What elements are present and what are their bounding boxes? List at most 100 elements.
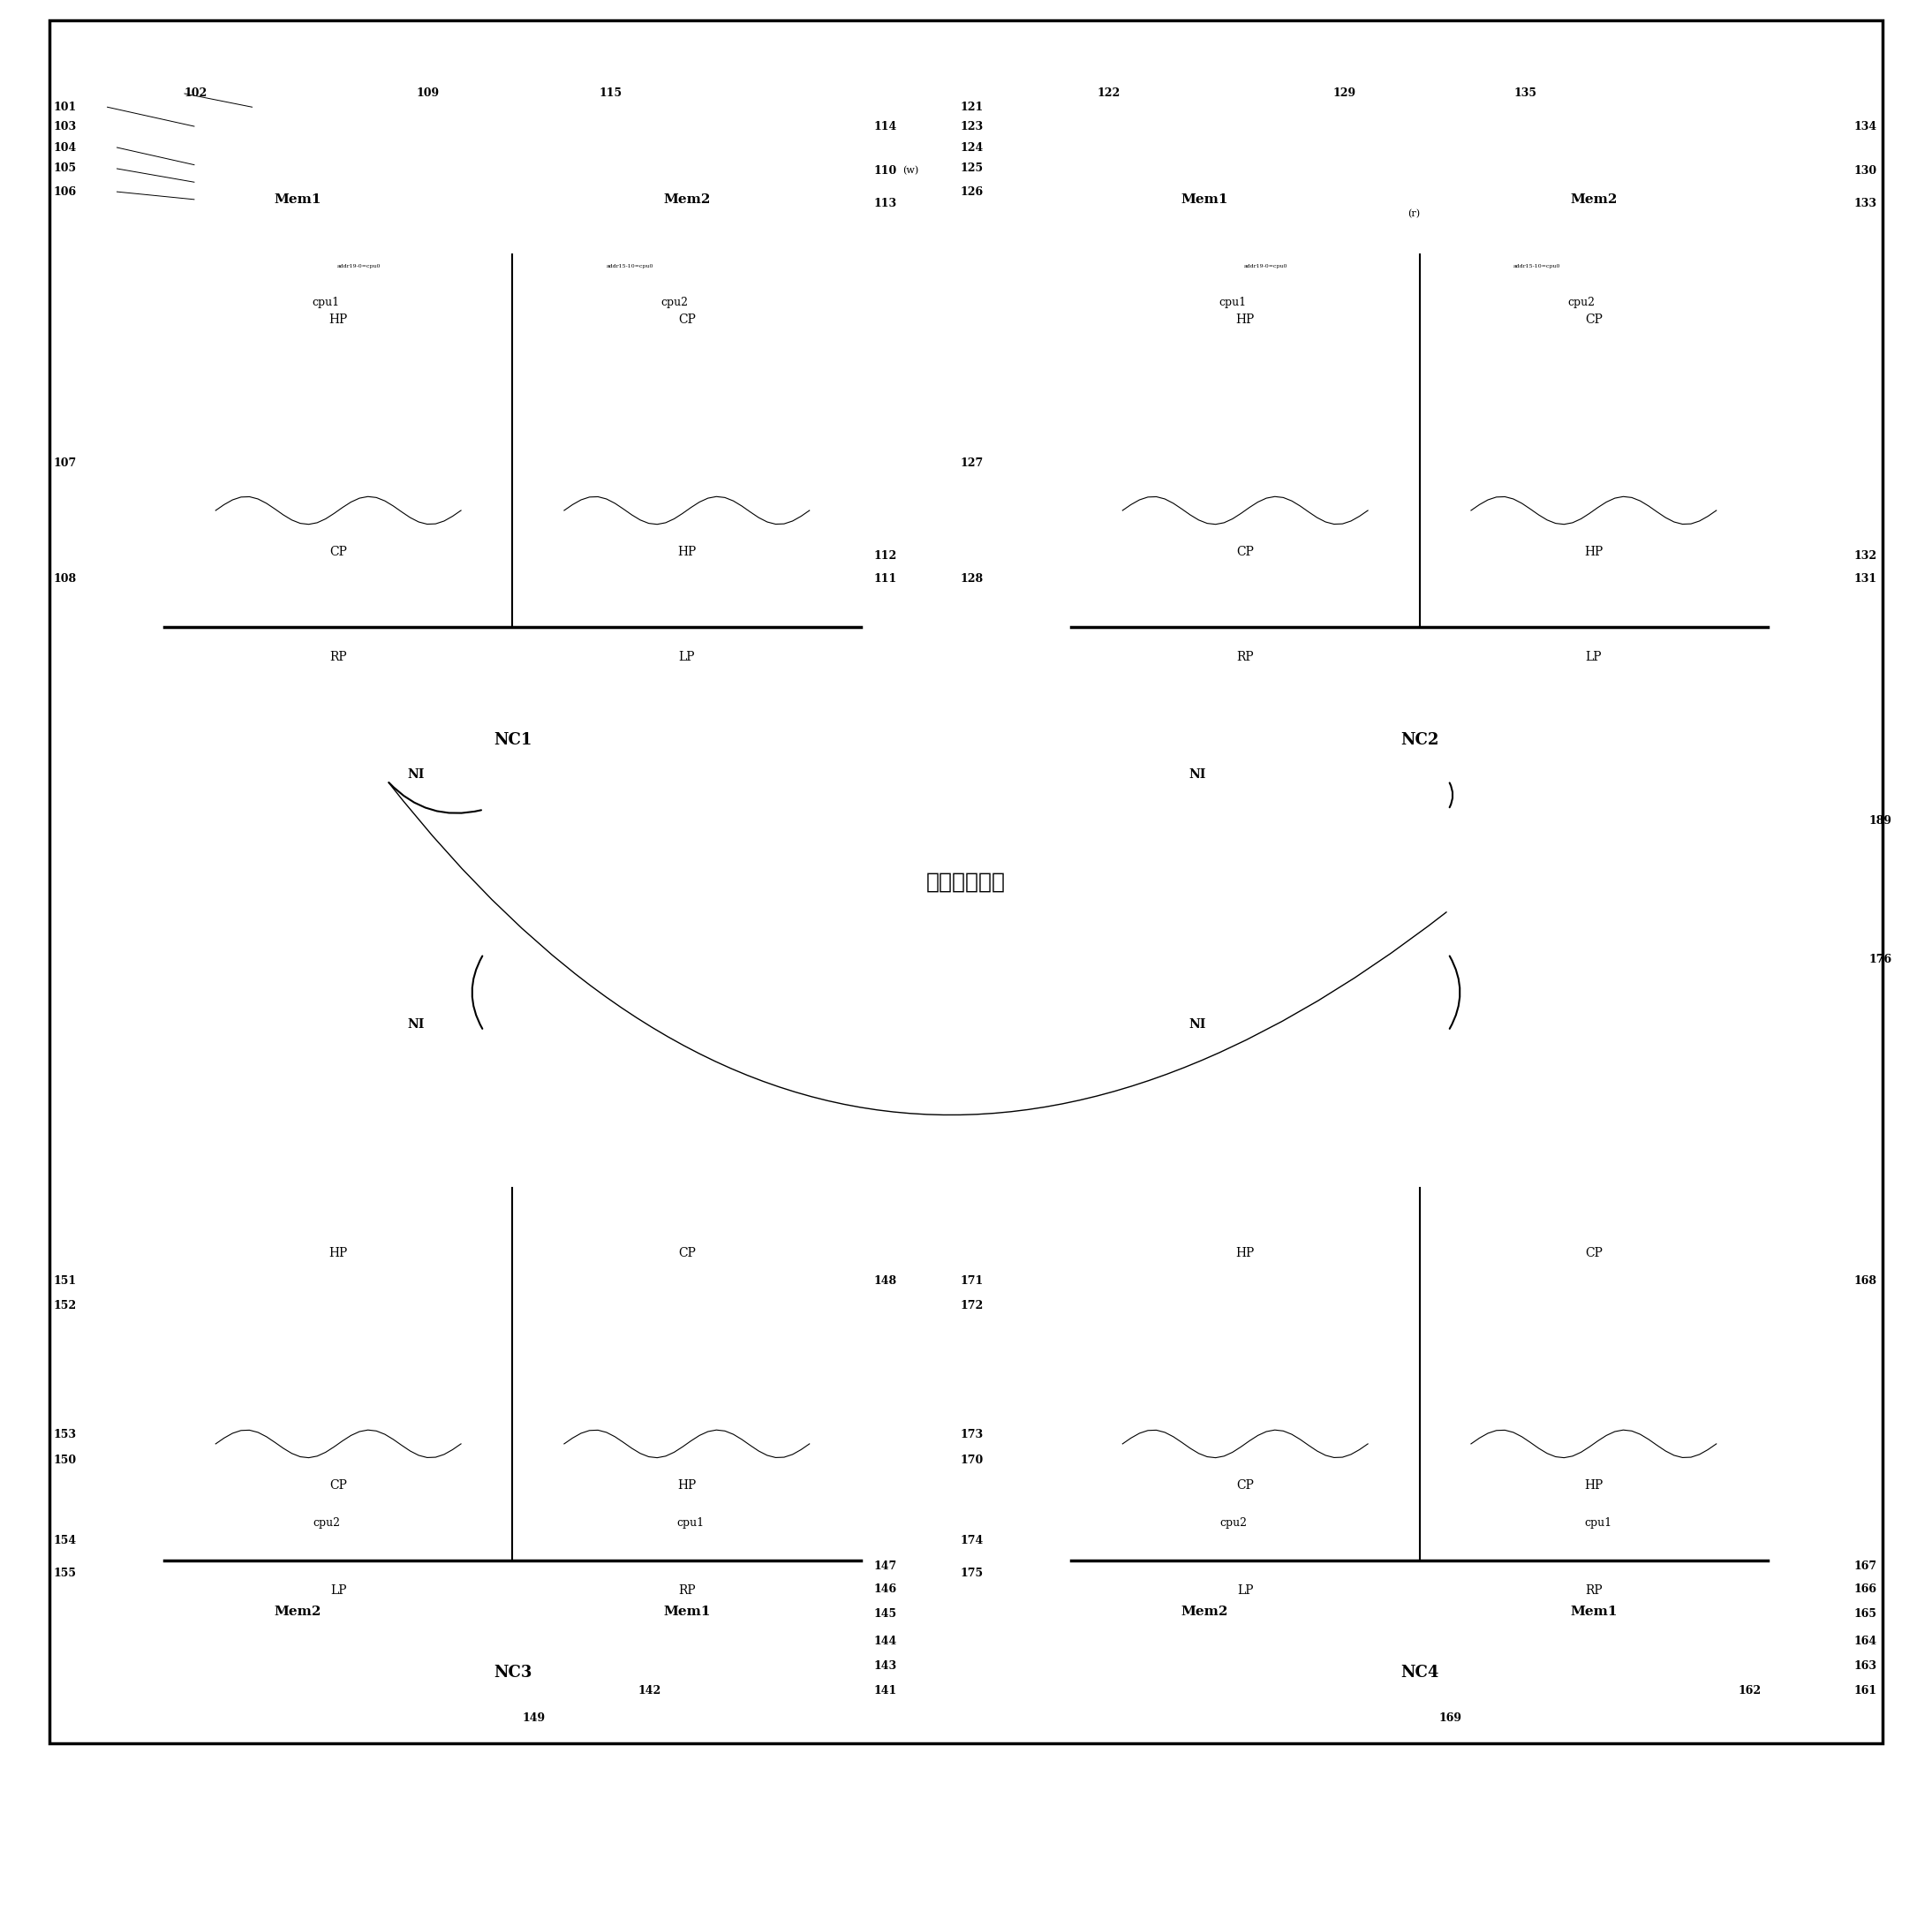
Text: 164: 164 bbox=[1853, 1636, 1876, 1648]
Text: 169: 169 bbox=[1439, 1713, 1463, 1723]
Text: cpu2: cpu2 bbox=[661, 297, 688, 308]
Bar bbox=[116, 1455, 910, 1715]
Text: cpu1: cpu1 bbox=[676, 1517, 705, 1528]
Text: NC1: NC1 bbox=[493, 732, 531, 748]
Bar bbox=[558, 382, 815, 459]
Text: cpu1: cpu1 bbox=[1219, 297, 1246, 308]
Text: 132: 132 bbox=[1853, 549, 1876, 561]
Bar bbox=[1441, 268, 1747, 615]
Text: Mem2: Mem2 bbox=[663, 195, 711, 206]
Text: 176: 176 bbox=[1868, 954, 1891, 965]
Text: CP: CP bbox=[1236, 1480, 1254, 1491]
Text: 112: 112 bbox=[873, 549, 896, 561]
Text: CP: CP bbox=[1236, 545, 1254, 559]
Text: NI: NI bbox=[1188, 769, 1206, 780]
Text: HP: HP bbox=[328, 1247, 348, 1258]
Text: 146: 146 bbox=[873, 1584, 896, 1596]
Text: 165: 165 bbox=[1853, 1609, 1876, 1621]
Text: 115: 115 bbox=[599, 89, 622, 100]
Text: 172: 172 bbox=[960, 1301, 983, 1312]
Text: addr15-10=cpu0: addr15-10=cpu0 bbox=[607, 264, 653, 268]
Text: addr19-0=cpu0: addr19-0=cpu0 bbox=[1244, 264, 1287, 268]
Text: LP: LP bbox=[1586, 651, 1602, 663]
Text: 105: 105 bbox=[54, 164, 77, 175]
Text: cpu2: cpu2 bbox=[1219, 1517, 1246, 1528]
Bar bbox=[164, 1565, 431, 1659]
Text: 107: 107 bbox=[54, 457, 77, 468]
Text: 150: 150 bbox=[54, 1455, 77, 1466]
Bar bbox=[209, 382, 468, 459]
Bar bbox=[1464, 1316, 1723, 1391]
Text: 129: 129 bbox=[1333, 89, 1356, 100]
Text: RP: RP bbox=[330, 651, 348, 663]
Text: NI: NI bbox=[1188, 1019, 1206, 1031]
Text: HP: HP bbox=[1236, 314, 1254, 326]
Text: 121: 121 bbox=[960, 102, 983, 114]
Text: RDIR: RDIR bbox=[676, 1351, 697, 1357]
Text: HP: HP bbox=[328, 314, 348, 326]
Text: 145: 145 bbox=[873, 1609, 896, 1621]
Text: Mem1: Mem1 bbox=[663, 1605, 711, 1619]
Text: 153: 153 bbox=[54, 1430, 75, 1441]
Text: 124: 124 bbox=[960, 143, 983, 154]
Bar bbox=[164, 254, 862, 678]
Text: 113: 113 bbox=[873, 198, 896, 208]
Text: RP: RP bbox=[1584, 1584, 1602, 1597]
Text: 131: 131 bbox=[1853, 572, 1876, 584]
Text: 163: 163 bbox=[1853, 1661, 1876, 1673]
Text: 189: 189 bbox=[1868, 815, 1891, 827]
Bar bbox=[1117, 1316, 1374, 1391]
Text: 128: 128 bbox=[960, 572, 983, 584]
Text: 170: 170 bbox=[960, 1455, 983, 1466]
Text: 147: 147 bbox=[873, 1561, 896, 1572]
Text: 141: 141 bbox=[873, 1686, 896, 1696]
Text: 162: 162 bbox=[1737, 1686, 1760, 1696]
Text: addr15-10=cpu0: addr15-10=cpu0 bbox=[1513, 264, 1561, 268]
Text: 148: 148 bbox=[873, 1276, 896, 1287]
Text: 149: 149 bbox=[522, 1713, 545, 1723]
Text: LDIR: LDIR bbox=[676, 416, 697, 424]
Text: 161: 161 bbox=[1853, 1686, 1876, 1696]
Bar bbox=[1070, 152, 1339, 249]
Text: 152: 152 bbox=[54, 1301, 77, 1312]
Text: 125: 125 bbox=[960, 164, 983, 175]
Text: Mem1: Mem1 bbox=[1180, 195, 1229, 206]
Bar bbox=[1443, 254, 1631, 279]
Bar bbox=[1022, 1455, 1816, 1715]
Text: CP: CP bbox=[1584, 314, 1602, 326]
Text: NI: NI bbox=[408, 1019, 425, 1031]
Text: 171: 171 bbox=[960, 1276, 983, 1287]
Text: 133: 133 bbox=[1853, 198, 1876, 208]
Text: cpu2: cpu2 bbox=[1569, 297, 1596, 308]
Text: 175: 175 bbox=[960, 1569, 983, 1580]
Text: 166: 166 bbox=[1853, 1584, 1876, 1596]
Text: HP: HP bbox=[678, 545, 696, 559]
Text: LDIR: LDIR bbox=[328, 416, 348, 424]
Bar bbox=[164, 1189, 862, 1611]
Text: 127: 127 bbox=[960, 457, 983, 468]
Text: LDIR: LDIR bbox=[328, 1351, 348, 1357]
Text: CP: CP bbox=[1584, 1247, 1602, 1258]
Text: 168: 168 bbox=[1853, 1276, 1876, 1287]
Text: 135: 135 bbox=[1515, 89, 1538, 100]
Text: CP: CP bbox=[678, 314, 696, 326]
Text: 122: 122 bbox=[1097, 89, 1121, 100]
Text: Mem2: Mem2 bbox=[1571, 195, 1617, 206]
Bar bbox=[1092, 268, 1399, 615]
Bar bbox=[1070, 1565, 1339, 1659]
Text: 111: 111 bbox=[873, 572, 896, 584]
Bar bbox=[533, 268, 840, 615]
Text: CP: CP bbox=[330, 1480, 348, 1491]
Bar bbox=[286, 254, 431, 279]
Text: 142: 142 bbox=[638, 1686, 661, 1696]
Text: cpu1: cpu1 bbox=[313, 297, 340, 308]
Text: 103: 103 bbox=[54, 121, 77, 133]
Text: addr15-10=cpu0: addr15-10=cpu0 bbox=[1563, 416, 1625, 424]
Text: LP: LP bbox=[330, 1584, 346, 1597]
Bar bbox=[209, 1316, 468, 1391]
Text: NI: NI bbox=[408, 769, 425, 780]
Text: LDIR: LDIR bbox=[1235, 1351, 1256, 1357]
Bar bbox=[533, 1201, 840, 1547]
Text: 143: 143 bbox=[873, 1661, 896, 1673]
Bar bbox=[1117, 382, 1374, 459]
